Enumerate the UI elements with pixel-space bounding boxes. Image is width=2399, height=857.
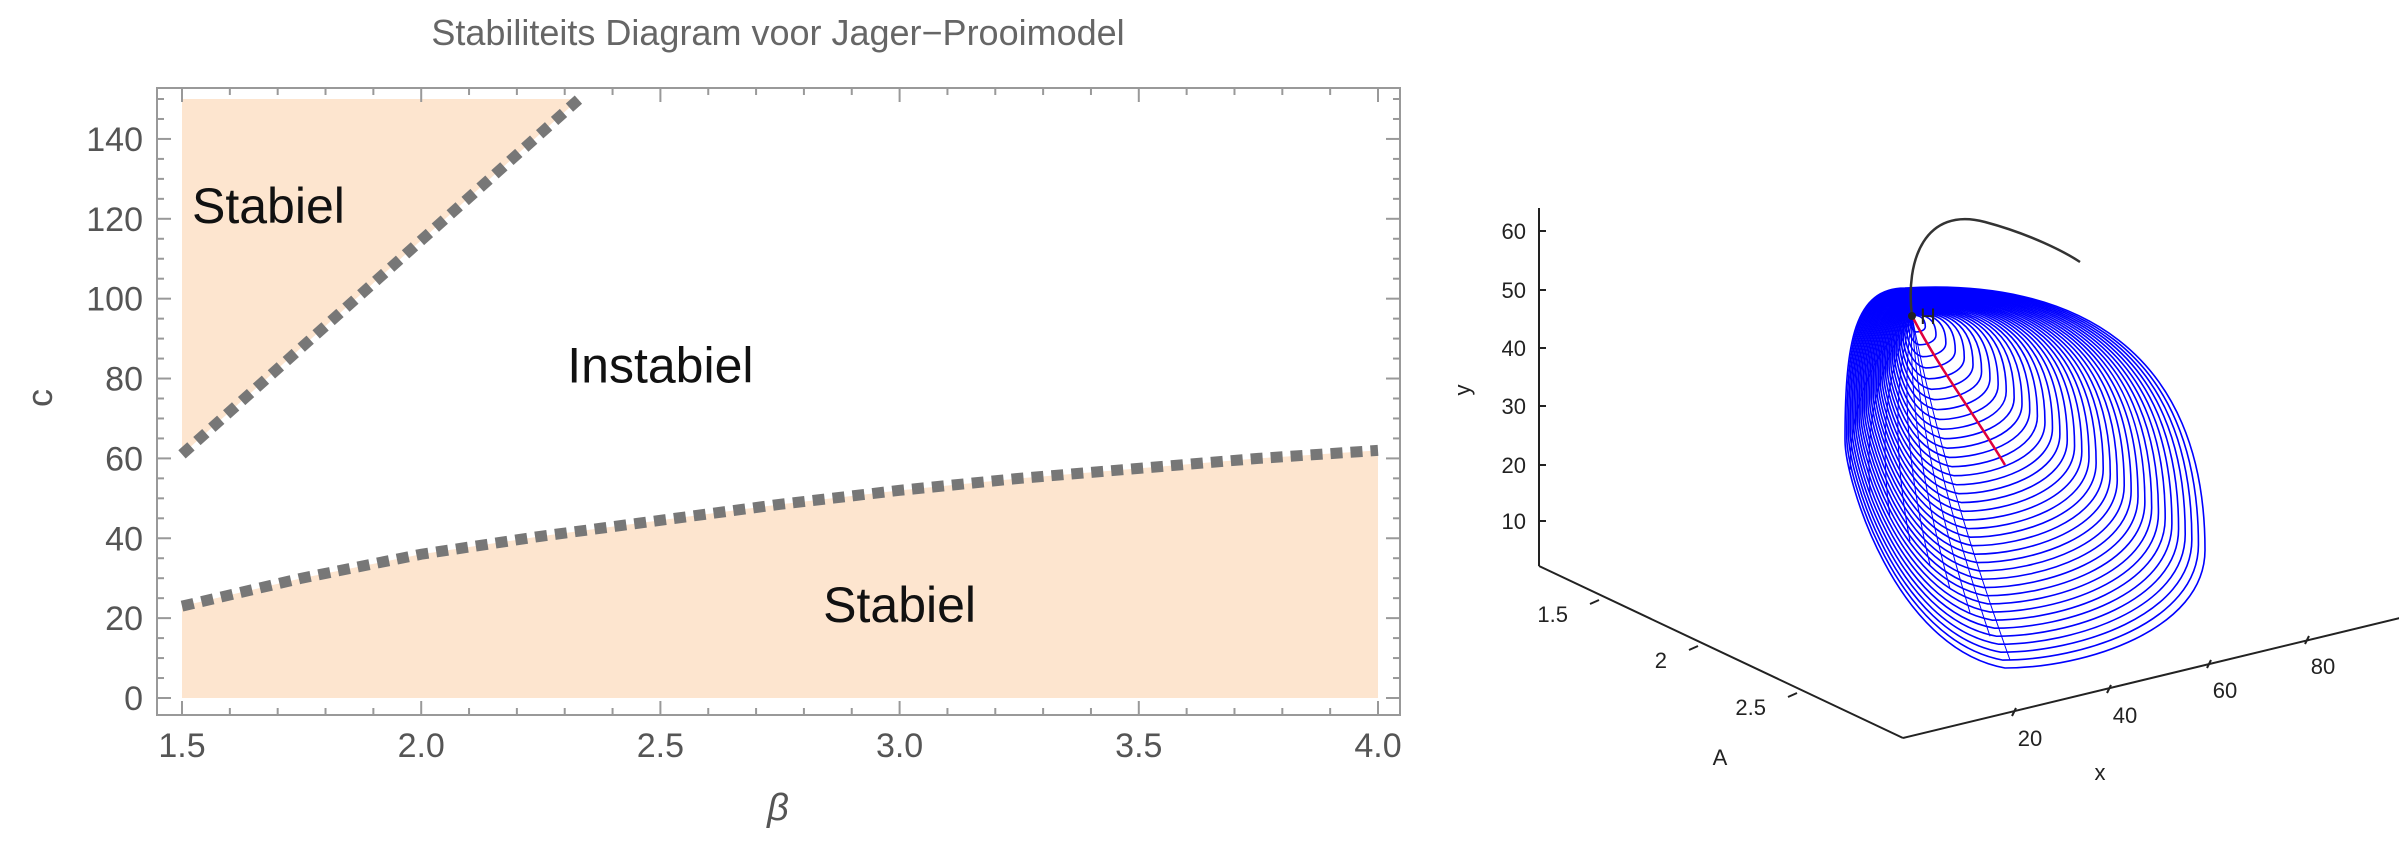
limit-cycle-loop (1867, 296, 2119, 564)
phase-portrait-3d: 10 20 30 40 50 60 1.5 2 2.5 20 40 60 80 H y A x (1450, 208, 2399, 785)
mesh-line (1897, 315, 1913, 542)
region-label: Stabiel (823, 577, 976, 633)
limit-cycle-loop (1879, 301, 2069, 504)
mesh-line (1911, 315, 1991, 637)
limit-cycle-loop (1868, 296, 2112, 555)
axes-3d (1538, 208, 2399, 739)
limit-cycle-loop (1844, 286, 2206, 669)
x-tick-label: 2.5 (637, 727, 684, 765)
a-tick-label-3d: 2 (1655, 648, 1667, 673)
x-tick-label-3d: 40 (2113, 703, 2137, 728)
equilibrium-point (1908, 312, 1916, 320)
a-tick-label-3d: 1.5 (1537, 602, 1568, 627)
mesh-line (1911, 315, 1951, 589)
limit-cycle-loop (1858, 292, 2153, 605)
lower-boundary-line (180, 444, 1379, 612)
tick-marks-3d: 10 20 30 40 50 60 1.5 2 2.5 20 40 60 80 (1502, 219, 2336, 751)
y-tick-label-3d: 40 (1502, 336, 1526, 361)
limit-cycle-loop (1849, 288, 2187, 646)
y-tick-label: 40 (105, 520, 143, 558)
limit-cycle-loop (1897, 309, 1991, 411)
limit-cycle-loop (1872, 298, 2097, 539)
x-tick-label-3d: 60 (2213, 678, 2237, 703)
plot-area: Stabiel Instabiel Stabiel (178, 94, 1379, 698)
a-tick-mark-3d (1688, 645, 1699, 651)
equilibrium-path (1910, 315, 2007, 466)
chart-title: Stabiliteits Diagram voor Jager−Prooimod… (431, 12, 1124, 53)
limit-cycle-loop (1861, 293, 2139, 589)
mesh-line (1884, 315, 1913, 518)
a-axis-line (1538, 565, 1904, 739)
mesh-line (1906, 315, 1931, 566)
limit-cycle-loop (1853, 290, 2173, 630)
trajectory-curve (1909, 217, 2081, 317)
y-tick-label-3d: 20 (1502, 453, 1526, 478)
limit-cycle-loop (1860, 293, 2146, 597)
y-tick-label: 120 (86, 201, 143, 239)
y-tick-label: 80 (105, 361, 143, 399)
x-tick-mark-3d (2304, 635, 2310, 645)
limit-cycle-loop (1845, 287, 2200, 661)
y-tick-label: 140 (86, 121, 143, 159)
y-tick-label-3d: 10 (1502, 509, 1526, 534)
y-axis-label-3d: y (1450, 385, 1475, 396)
x-tick-mark-3d (2011, 707, 2017, 717)
limit-cycle-loop (1863, 294, 2132, 581)
mesh-line (1911, 315, 1971, 613)
limit-cycle-loop (1884, 303, 2046, 477)
limit-cycle-loop (1882, 303, 2054, 486)
limit-cycle-loop (1886, 304, 2039, 468)
limit-cycle-loop (1865, 295, 2126, 572)
plot-frame (156, 87, 1401, 716)
y-tick-label: 100 (86, 281, 143, 319)
x-axis-label-3d: x (2095, 760, 2106, 785)
limit-cycle-loop (1856, 291, 2160, 613)
limit-cycle-loop (1877, 300, 2076, 513)
y-axis-label: c (19, 389, 60, 407)
x-tick-label: 3.5 (1115, 727, 1162, 765)
limit-cycle-loop (1875, 300, 2083, 521)
x-tick-label-3d: 20 (2018, 726, 2042, 751)
region-label: Stabiel (192, 178, 345, 234)
limit-cycle-loop (1893, 307, 2008, 430)
a-tick-mark-3d (1589, 599, 1600, 605)
mesh-line (1911, 315, 2011, 661)
x-tick-mark-3d (2206, 659, 2212, 669)
point-label-h: H (1920, 304, 1936, 329)
x-axis-line (1902, 617, 2399, 739)
y-tick-label-3d: 60 (1502, 219, 1526, 244)
y-tick-label: 0 (124, 680, 143, 718)
y-tick-label-3d: 30 (1502, 394, 1526, 419)
limit-cycle-loop (1847, 287, 2193, 653)
region-label: Instabiel (567, 338, 753, 394)
x-axis-label: β (766, 787, 789, 829)
mesh-line (1849, 315, 1913, 471)
x-tick-label-3d: 80 (2311, 654, 2335, 679)
x-tick-label: 3.0 (876, 727, 923, 765)
x-tick-mark-3d (2106, 684, 2112, 694)
y-tick-label-3d: 50 (1502, 278, 1526, 303)
limit-cycle-loop (1898, 309, 1983, 401)
stability-diagram: Stabiliteits Diagram voor Jager−Prooimod… (19, 12, 1402, 829)
x-tick-label: 1.5 (158, 727, 205, 765)
limit-cycle-loop (1891, 306, 2015, 440)
a-tick-mark-3d (1787, 692, 1798, 698)
y-tick-label: 20 (105, 600, 143, 638)
limit-cycle-loop (1854, 290, 2166, 621)
x-tick-label: 2.0 (398, 727, 445, 765)
a-tick-label-3d: 2.5 (1735, 695, 1766, 720)
upper-boundary-line (178, 94, 583, 459)
a-axis-label-3d: A (1713, 745, 1728, 770)
limit-cycle-loop (1874, 299, 2090, 530)
mesh-line (1868, 315, 1913, 494)
limit-cycle-loop (1881, 302, 2061, 495)
limit-cycle-spiral (1844, 286, 2206, 669)
stable-region-lower (182, 450, 1378, 698)
x-tick-label: 4.0 (1354, 727, 1401, 765)
y-tick-label: 60 (105, 440, 143, 478)
limit-cycle-loop (1895, 308, 1999, 421)
limit-cycle-loop (1870, 297, 2105, 547)
limit-cycle-loop (1851, 289, 2180, 638)
